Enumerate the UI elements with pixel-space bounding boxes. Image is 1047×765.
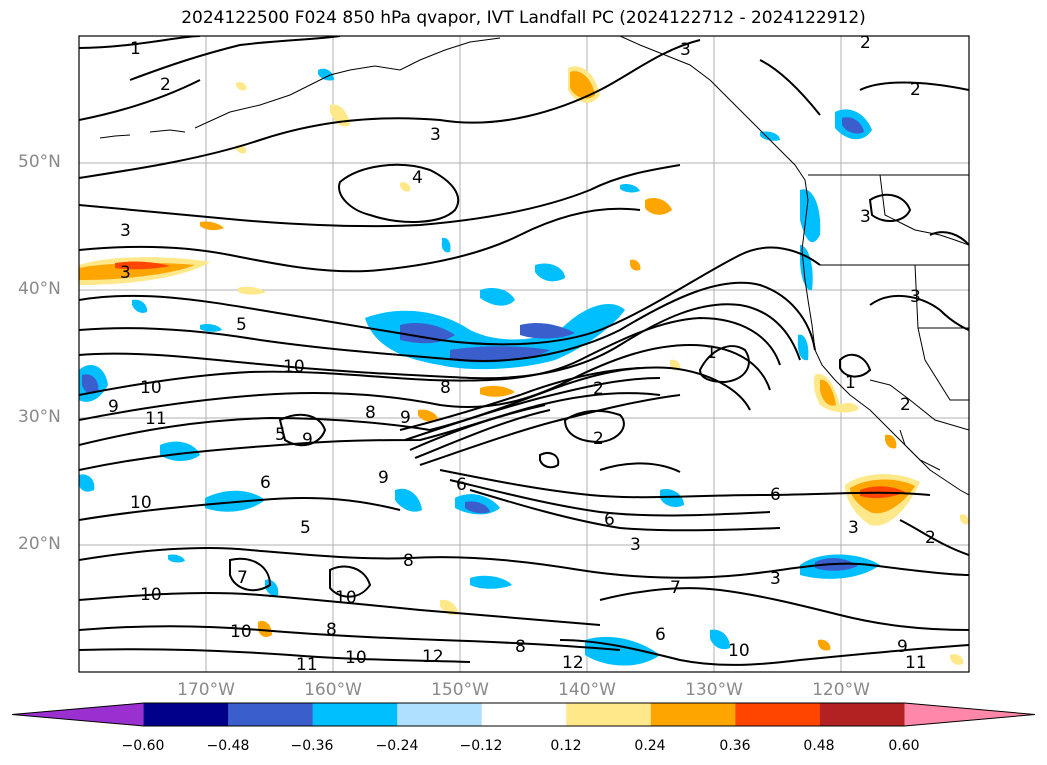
contour-label: 8: [365, 403, 376, 423]
contour-label: 2: [593, 379, 604, 399]
contour-label: 7: [670, 578, 681, 598]
contour-label: 8: [326, 620, 337, 640]
colorbar-swatch: [481, 703, 567, 726]
colorbar-swatch: [819, 703, 905, 726]
contour-label: 3: [430, 125, 441, 145]
contour-label: 1: [845, 373, 856, 393]
contour-label: 10: [230, 622, 252, 642]
colorbar-swatch: [143, 703, 229, 726]
colorbar-tick: 0.36: [719, 738, 751, 754]
contour-label: 5: [300, 518, 311, 538]
contour-label: 6: [604, 510, 615, 530]
contour-label: 11: [905, 653, 927, 673]
colorbar-swatch: [650, 703, 736, 726]
lon-label-160w: 160°W: [304, 680, 362, 700]
contour-label: 3: [860, 207, 871, 227]
contour-label: 7: [237, 568, 248, 588]
contour-label: 9: [108, 397, 119, 417]
coastline: [99, 36, 969, 496]
lon-label-150w: 150°W: [431, 680, 489, 700]
contour-label: 11: [296, 655, 318, 675]
colorbar-tick: −0.36: [290, 738, 334, 754]
contour-label: 2: [160, 75, 171, 95]
contour-label: 10: [140, 378, 162, 398]
colorbar-tick: 0.60: [888, 738, 920, 754]
colorbar: [11, 702, 1036, 727]
contour-label: 3: [680, 40, 691, 60]
contour-label: 6: [655, 625, 666, 645]
contours: [79, 36, 969, 666]
lon-label-130w: 130°W: [685, 680, 743, 700]
contour-label: 6: [260, 473, 271, 493]
lat-label-40n: 40°N: [18, 279, 61, 299]
contour-label-group: 1 2 3 3 3 2 4 3 5 10 9 11 10 8 9 8 1 2 2…: [108, 33, 936, 675]
contour-label: 2: [910, 80, 921, 100]
contour-label: 9: [897, 637, 908, 657]
contour-label: 8: [440, 378, 451, 398]
contour-label: 10: [130, 493, 152, 513]
contour-label: 9: [302, 430, 313, 450]
colorbar-tick: −0.60: [121, 738, 165, 754]
lon-label-140w: 140°W: [558, 680, 616, 700]
contour-label: 10: [335, 588, 357, 608]
colorbar-extend-low: [12, 703, 144, 726]
contour-label: 6: [770, 485, 781, 505]
lat-label-20n: 20°N: [18, 534, 61, 554]
colorbar-outline: [11, 702, 1036, 727]
contour-label: 9: [400, 408, 411, 428]
contour-label: 12: [562, 653, 584, 673]
contour-label: 2: [860, 33, 871, 53]
contour-label: 8: [515, 637, 526, 657]
contour-label: 1: [130, 39, 141, 59]
colorbar-extend-high: [904, 703, 1035, 726]
colorbar-swatch: [397, 703, 483, 726]
contour-label: 10: [283, 357, 305, 377]
colorbar-tick: 0.12: [550, 738, 582, 754]
contour-label: 5: [236, 315, 247, 335]
map-title: 2024122500 F024 850 hPa qvapor, IVT Land…: [181, 8, 866, 28]
contour-label: 3: [770, 569, 781, 589]
contour-label: 11: [145, 409, 167, 429]
contour-label: 10: [140, 585, 162, 605]
contour-label: 1: [706, 343, 717, 363]
contour-label: 2: [925, 528, 936, 548]
contour-label: 9: [378, 468, 389, 488]
colorbar-tick: −0.48: [206, 738, 250, 754]
lat-label-50n: 50°N: [18, 152, 61, 172]
colorbar-swatch: [566, 703, 652, 726]
lat-label-30n: 30°N: [18, 407, 61, 427]
contour-label: 8: [403, 551, 414, 571]
contour-label: 5: [275, 425, 286, 445]
contour-label: 10: [345, 648, 367, 668]
colorbar-swatch: [735, 703, 821, 726]
contour-label: 12: [422, 647, 444, 667]
contour-label: 2: [900, 395, 911, 415]
contour-label: 4: [412, 168, 423, 188]
colorbar-swatch: [312, 703, 398, 726]
colorbar-tick: 0.48: [803, 738, 835, 754]
lon-label-170w: 170°W: [177, 680, 235, 700]
contour-label: 3: [120, 221, 131, 241]
contour-label: 10: [728, 641, 750, 661]
colorbar-swatch: [228, 703, 314, 726]
colorbar-tick: 0.24: [634, 738, 666, 754]
contour-label: 3: [630, 535, 641, 555]
contour-label: 3: [848, 518, 859, 538]
colorbar-tick: −0.12: [459, 738, 503, 754]
contour-label: 2: [593, 429, 604, 449]
contour-label: 3: [910, 287, 921, 307]
contour-label: 3: [120, 263, 131, 283]
anomaly-shading: [79, 66, 969, 666]
lon-label-120w: 120°W: [812, 680, 870, 700]
contour-label: 6: [456, 475, 467, 495]
map-frame: [78, 35, 970, 673]
colorbar-tick: −0.24: [375, 738, 419, 754]
